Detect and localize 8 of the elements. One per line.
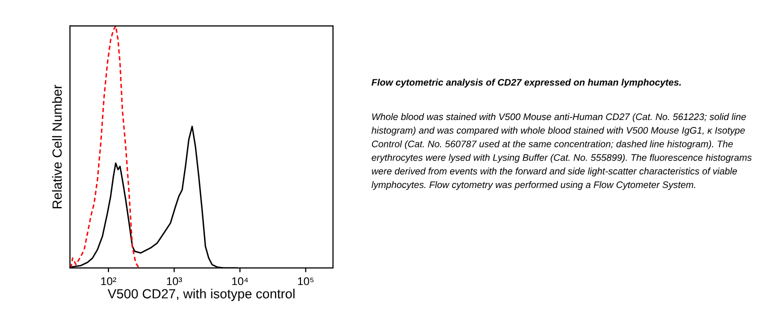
y-axis-title: Relative Cell Number: [52, 84, 62, 208]
text: Flow cytometric analysis of CD27 expressed on human lymphocytes.: [372, 78, 681, 88]
x-tick-label: 10²: [101, 277, 116, 286]
text: Whole blood was stained with V500 Mouse anti-Human CD27 (Cat. No. 561223; solid line histogram) and was compared with whole blood stained with V500 Mouse IgG1, κ Isotype Control (Cat. No. 560787 used at the same concentration; dashed line histogram). The erythrocytes were lysed with Lysing Buffer (Cat. No. 555899). The fluorescence histograms were derived from events with the forward and side light-scatter characteristics of viable lymphocytes. Flow cytometry was performed using a Flow Cytometer System.: [372, 113, 752, 190]
x-tick-label: 10³: [167, 277, 182, 286]
x-axis-title: V500 CD27, with isotype control: [108, 288, 294, 302]
x-tick-label: 10⁵: [298, 277, 314, 286]
x-tick-label: 10⁴: [232, 277, 248, 286]
